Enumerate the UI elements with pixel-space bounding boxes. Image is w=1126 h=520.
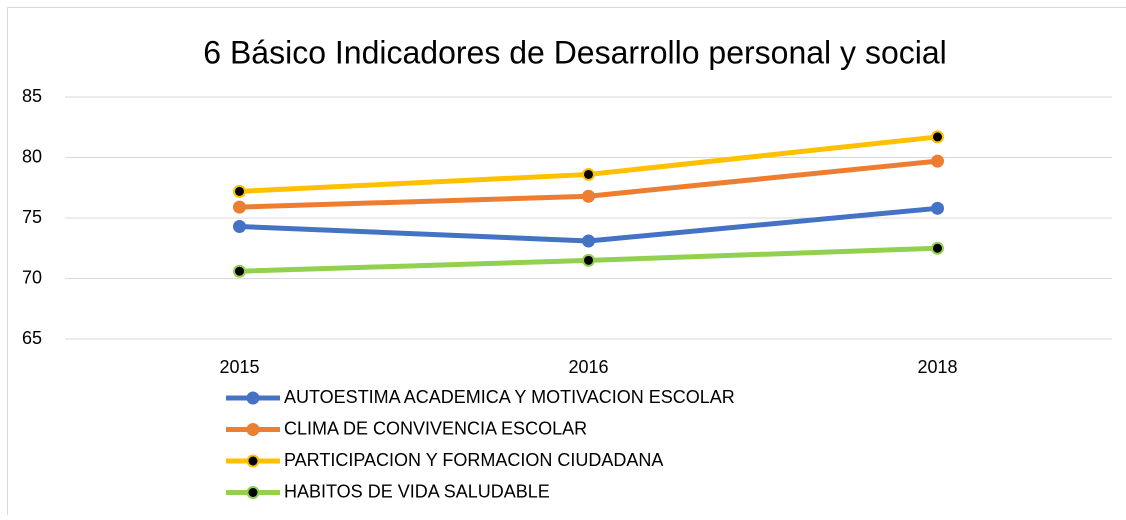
y-tick-label: 85 bbox=[22, 86, 42, 106]
legend-label: CLIMA DE CONVIVENCIA ESCOLAR bbox=[284, 418, 587, 438]
point bbox=[932, 203, 943, 214]
legend-marker bbox=[248, 456, 259, 467]
x-tick-label: 2018 bbox=[917, 357, 957, 377]
point bbox=[234, 221, 245, 232]
point bbox=[583, 169, 594, 180]
y-tick-label: 70 bbox=[22, 267, 42, 287]
legend-marker bbox=[248, 487, 259, 498]
point bbox=[234, 186, 245, 197]
point bbox=[932, 131, 943, 142]
point bbox=[583, 191, 594, 202]
y-tick-label: 75 bbox=[22, 207, 42, 227]
series-line bbox=[240, 137, 938, 191]
point bbox=[932, 156, 943, 167]
legend-label: PARTICIPACION Y FORMACION CIUDADANA bbox=[284, 450, 663, 470]
legend-label: AUTOESTIMA ACADEMICA Y MOTIVACION ESCOLA… bbox=[284, 387, 735, 407]
point bbox=[932, 243, 943, 254]
point bbox=[234, 202, 245, 213]
point bbox=[583, 235, 594, 246]
x-tick-label: 2015 bbox=[219, 357, 259, 377]
point bbox=[583, 255, 594, 266]
point bbox=[234, 266, 245, 277]
legend-marker bbox=[248, 424, 259, 435]
y-tick-label: 65 bbox=[22, 328, 42, 348]
chart-title: 6 Básico Indicadores de Desarrollo perso… bbox=[203, 34, 947, 70]
y-tick-label: 80 bbox=[22, 146, 42, 166]
x-tick-label: 2016 bbox=[568, 357, 608, 377]
legend-marker bbox=[248, 393, 259, 404]
legend-label: HABITOS DE VIDA SALUDABLE bbox=[284, 481, 550, 501]
